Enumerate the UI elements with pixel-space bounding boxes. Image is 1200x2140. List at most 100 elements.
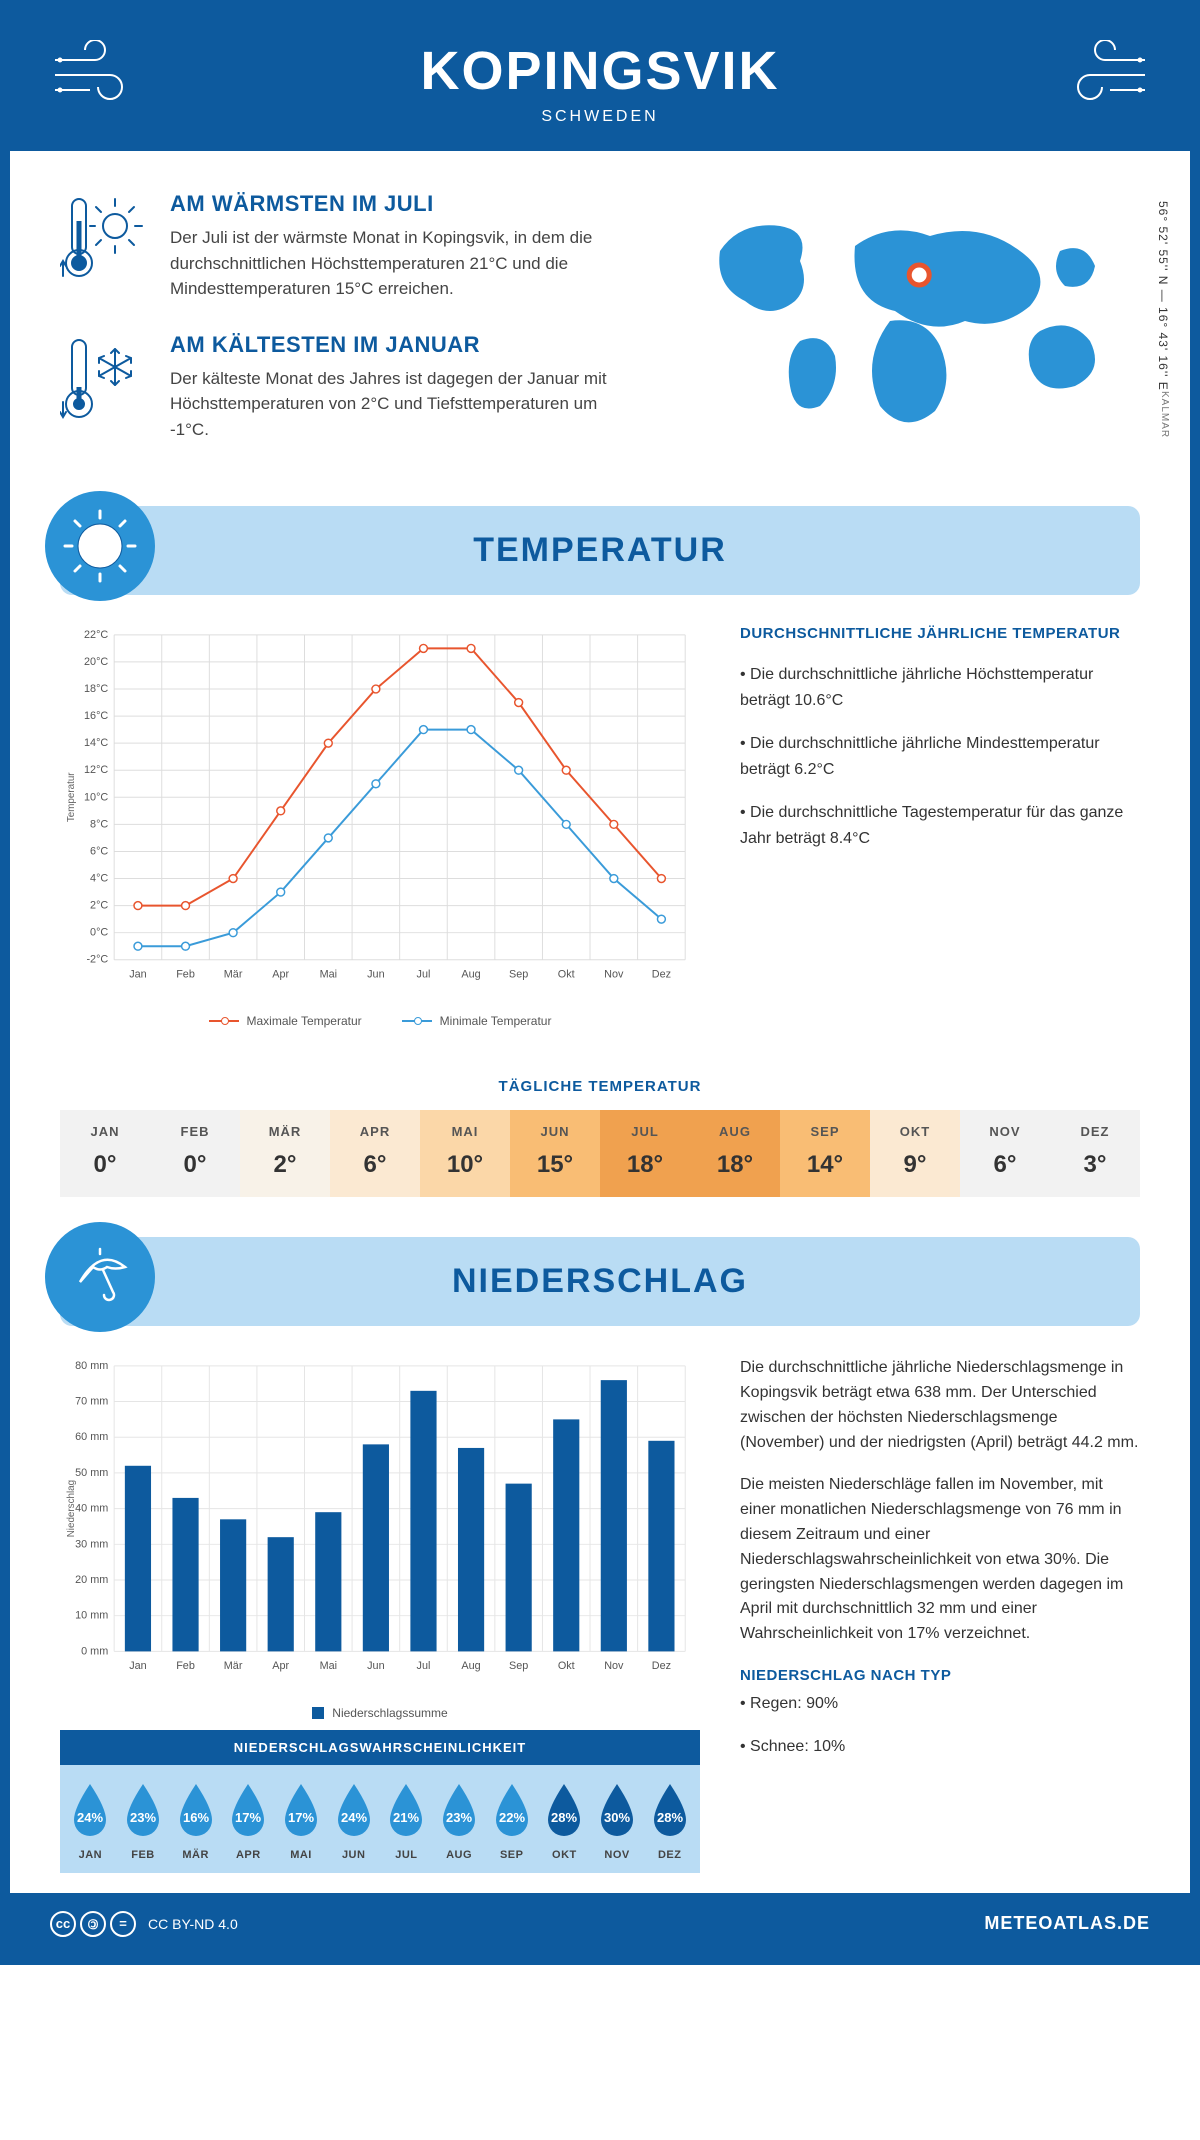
world-map: 56° 52' 55'' N — 16° 43' 16'' E KALMAR [680,191,1140,476]
daily-temp-cell: JUN15° [510,1110,600,1197]
precipitation-heading: NIEDERSCHLAG [90,1262,1110,1301]
svg-text:Jul: Jul [417,968,431,980]
page-subtitle: SCHWEDEN [30,108,1170,126]
precip-type-bullet: • Schnee: 10% [740,1735,1140,1760]
svg-text:Nov: Nov [604,1660,624,1672]
precip-prob-drop: 28% DEZ [644,1780,695,1861]
temperature-heading: TEMPERATUR [90,531,1110,570]
svg-text:23%: 23% [446,1810,472,1825]
svg-text:Mär: Mär [224,968,243,980]
daily-temp-cell: FEB0° [150,1110,240,1197]
svg-text:Dez: Dez [652,1660,671,1672]
svg-text:Okt: Okt [558,968,575,980]
svg-text:Sep: Sep [509,1660,528,1672]
precip-prob-drop: 24% JUN [328,1780,379,1861]
infographic-container: KOPINGSVIK SCHWEDEN AM WÄRMSTEN IM JULI … [0,0,1200,1965]
daily-temp-cell: SEP14° [780,1110,870,1197]
daily-temp-cell: MÄR2° [240,1110,330,1197]
precip-type-heading: NIEDERSCHLAG NACH TYP [740,1667,1140,1684]
svg-text:21%: 21% [393,1810,419,1825]
svg-text:Mai: Mai [320,968,337,980]
temperature-info: DURCHSCHNITTLICHE JÄHRLICHE TEMPERATUR •… [740,625,1140,1028]
svg-text:16°C: 16°C [84,710,108,722]
daily-temp-title: TÄGLICHE TEMPERATUR [10,1078,1190,1095]
temp-bullet: • Die durchschnittliche Tagestemperatur … [740,800,1140,851]
svg-text:24%: 24% [77,1810,103,1825]
precip-prob-title: NIEDERSCHLAGSWAHRSCHEINLICHKEIT [60,1730,700,1765]
umbrella-icon [45,1222,155,1332]
section-header-precipitation: NIEDERSCHLAG [60,1237,1140,1326]
svg-text:Sep: Sep [509,968,528,980]
precip-prob-drop: 30% NOV [592,1780,643,1861]
precip-prob-drop: 16% MÄR [170,1780,221,1861]
svg-text:80 mm: 80 mm [75,1360,108,1372]
cc-icons: cc🄯= [50,1911,136,1937]
precip-prob-drop: 28% OKT [539,1780,590,1861]
svg-text:14°C: 14°C [84,737,108,749]
svg-text:30 mm: 30 mm [75,1538,108,1550]
svg-text:2°C: 2°C [90,900,108,912]
svg-text:18°C: 18°C [84,683,108,695]
precip-prob-drop: 23% AUG [434,1780,485,1861]
svg-text:22%: 22% [499,1810,525,1825]
precip-prob-drop: 22% SEP [486,1780,537,1861]
svg-text:Aug: Aug [461,1660,480,1672]
svg-text:30%: 30% [604,1810,630,1825]
precip-para-2: Die meisten Niederschläge fallen im Nove… [740,1473,1140,1647]
precip-prob-drop: 17% APR [223,1780,274,1861]
temp-bullet: • Die durchschnittliche jährliche Höchst… [740,662,1140,713]
daily-temp-cell: JAN0° [60,1110,150,1197]
svg-text:40 mm: 40 mm [75,1503,108,1515]
svg-text:12°C: 12°C [84,764,108,776]
daily-temp-cell: AUG18° [690,1110,780,1197]
svg-text:Okt: Okt [558,1660,575,1672]
precip-type-bullet: • Regen: 90% [740,1692,1140,1717]
precip-legend: Niederschlagssumme [332,1706,447,1720]
precip-prob-drop: 21% JUL [381,1780,432,1861]
svg-text:6°C: 6°C [90,845,108,857]
svg-text:Dez: Dez [652,968,671,980]
precip-prob-drop: 17% MAI [276,1780,327,1861]
daily-temp-cell: MAI10° [420,1110,510,1197]
license-label: CC BY-ND 4.0 [148,1916,238,1932]
svg-text:10°C: 10°C [84,791,108,803]
site-name: METEOATLAS.DE [984,1913,1150,1934]
svg-text:17%: 17% [288,1810,314,1825]
fact-cold-text: Der kälteste Monat des Jahres ist dagege… [170,366,640,443]
svg-text:8°C: 8°C [90,818,108,830]
precipitation-info: Die durchschnittliche jährliche Niedersc… [740,1356,1140,1873]
svg-text:Feb: Feb [176,1660,195,1672]
svg-text:70 mm: 70 mm [75,1396,108,1408]
svg-text:Jul: Jul [417,1660,431,1672]
svg-text:4°C: 4°C [90,872,108,884]
svg-text:0°C: 0°C [90,927,108,939]
svg-text:Jun: Jun [367,1660,384,1672]
page-title: KOPINGSVIK [30,40,1170,102]
daily-temp-cell: JUL18° [600,1110,690,1197]
svg-text:23%: 23% [130,1810,156,1825]
svg-text:Temperatur: Temperatur [66,772,77,822]
footer: cc🄯= CC BY-ND 4.0 METEOATLAS.DE [10,1893,1190,1955]
wind-icon [1050,40,1150,115]
fact-warm-title: AM WÄRMSTEN IM JULI [170,191,640,217]
svg-text:0 mm: 0 mm [81,1645,108,1657]
daily-temp-cell: DEZ3° [1050,1110,1140,1197]
header: KOPINGSVIK SCHWEDEN [10,10,1190,151]
temp-info-heading: DURCHSCHNITTLICHE JÄHRLICHE TEMPERATUR [740,625,1140,642]
precip-prob-row: 24% JAN 23% FEB 16% MÄR 17% APR 17% MAI … [60,1765,700,1873]
daily-temp-cell: APR6° [330,1110,420,1197]
precipitation-bar-chart: 0 mm10 mm20 mm30 mm40 mm50 mm60 mm70 mm8… [60,1356,700,1873]
wind-icon [50,40,150,115]
svg-text:20 mm: 20 mm [75,1574,108,1586]
svg-text:24%: 24% [341,1810,367,1825]
daily-temp-cell: NOV6° [960,1110,1050,1197]
fact-coldest: AM KÄLTESTEN IM JANUAR Der kälteste Mona… [60,332,640,443]
fact-warm-text: Der Juli ist der wärmste Monat in Koping… [170,225,640,302]
svg-text:Aug: Aug [461,968,480,980]
thermometer-snow-icon [60,332,150,443]
svg-text:Jun: Jun [367,968,384,980]
svg-text:50 mm: 50 mm [75,1467,108,1479]
fact-warmest: AM WÄRMSTEN IM JULI Der Juli ist der wär… [60,191,640,302]
fact-cold-title: AM KÄLTESTEN IM JANUAR [170,332,640,358]
svg-text:22°C: 22°C [84,629,108,641]
